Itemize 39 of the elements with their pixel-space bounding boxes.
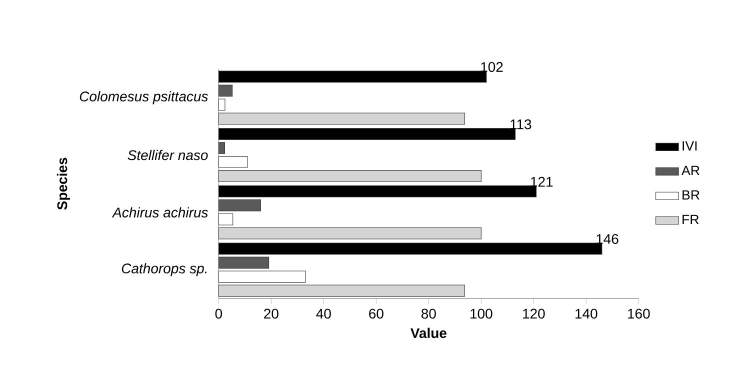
legend-label: IVI [682, 141, 697, 150]
bar [218, 142, 225, 154]
y-tick-label: Cathorops sp. [122, 263, 207, 276]
bar [218, 98, 226, 111]
bar [218, 70, 487, 83]
bar [218, 170, 482, 182]
x-tick-label: 100 [470, 308, 492, 319]
x-tick-label: 160 [628, 308, 650, 319]
data-label: 121 [531, 176, 553, 187]
bar [218, 112, 465, 125]
x-tick-label: 20 [264, 308, 278, 319]
data-label: 113 [510, 119, 532, 130]
x-tick-label: 0 [215, 308, 222, 319]
bar [218, 242, 602, 255]
data-label: 102 [481, 62, 503, 72]
x-tick-label: 40 [316, 308, 331, 319]
bar [218, 84, 233, 97]
bar [218, 270, 306, 283]
bar [218, 199, 261, 212]
y-tick-label: Colomesus psittacus [80, 91, 208, 104]
bar [218, 213, 234, 226]
x-tick-label: 80 [421, 308, 436, 319]
x-tick-label: 60 [369, 308, 384, 319]
x-tick-label: 120 [523, 308, 545, 319]
legend-label: BR [682, 190, 700, 200]
legend-label: AR [682, 166, 700, 175]
legend-label: FR [682, 214, 699, 224]
y-tick-label: Achirus achirus [112, 207, 208, 218]
y-tick-label: Stellifer naso [128, 150, 208, 160]
bar [218, 128, 516, 140]
y-axis-title: Species [56, 158, 70, 210]
bar [218, 156, 248, 168]
bar [218, 185, 537, 198]
bar [218, 256, 270, 269]
data-label: 146 [596, 234, 618, 244]
bar [218, 227, 482, 240]
bar [218, 284, 465, 297]
x-axis-title: Value [410, 328, 446, 338]
x-tick-label: 140 [576, 308, 598, 319]
